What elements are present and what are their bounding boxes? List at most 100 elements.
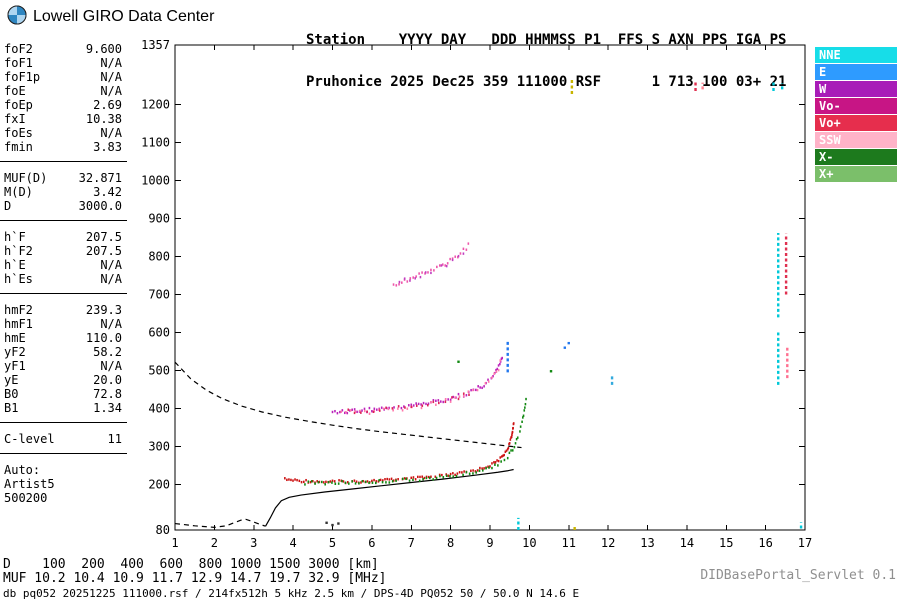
- parameter-row: MUF(D) 32.871: [0, 171, 127, 185]
- parameter-value: N/A: [100, 56, 122, 70]
- parameter-value: 58.2: [93, 345, 122, 359]
- parameter-row: h`Es N/A: [0, 272, 127, 286]
- branding: Lowell GIRO Data Center: [7, 5, 214, 29]
- status-bar: db pq052 20251225 111000.rsf / 214fx512h…: [3, 587, 580, 600]
- parameter-row: foE N/A: [0, 84, 127, 98]
- parameter-label: MUF(D): [4, 171, 48, 185]
- parameter-group: Auto: Artist5 500200: [0, 453, 127, 512]
- servlet-version-label: DIDBasePortal_Servlet 0.1: [700, 568, 896, 583]
- distance-row: D 100 200 400 600 800 1000 1500 3000 [km…: [3, 557, 379, 572]
- legend-item-X-: X-: [815, 149, 897, 165]
- model-E-profile: [174, 518, 266, 528]
- parameter-row: hmF2 239.3: [0, 303, 127, 317]
- parameter-row: h`E N/A: [0, 258, 127, 272]
- parameter-label: foF2: [4, 42, 33, 56]
- parameter-row: foEs N/A: [0, 126, 127, 140]
- x-tick-label: 6: [368, 536, 375, 550]
- parameter-row: Auto:: [0, 463, 127, 477]
- x-tick-label: 7: [408, 536, 415, 550]
- parameter-row: h`F2 207.5: [0, 244, 127, 258]
- parameter-row: M(D) 3.42: [0, 185, 127, 199]
- parameter-value: N/A: [100, 70, 122, 84]
- parameter-value: N/A: [100, 272, 122, 286]
- parameter-group: MUF(D) 32.871 M(D) 3.42 D 3000.0: [0, 161, 127, 220]
- parameter-row: fmin 3.83: [0, 140, 127, 154]
- y-tick-label: 900: [148, 212, 170, 226]
- parameter-row: fxI 10.38: [0, 112, 127, 126]
- station-header: Station YYYY DAY DDD HHMMSS P1 FFS S AXN…: [306, 5, 786, 103]
- y-tick-label: 300: [148, 439, 170, 453]
- x-tick-label: 12: [601, 536, 615, 550]
- transmission-curve-3000km: [174, 361, 522, 449]
- parameter-label: yF2: [4, 345, 26, 359]
- parameter-label: h`Es: [4, 272, 33, 286]
- y-tick-label: 500: [148, 363, 170, 377]
- parameter-label: B0: [4, 387, 19, 401]
- muf-row: MUF 10.2 10.4 10.9 11.7 12.9 14.7 19.7 3…: [3, 571, 387, 586]
- parameter-label: C-level: [4, 432, 55, 446]
- y-tick-label: 700: [148, 288, 170, 302]
- parameter-label: h`F2: [4, 244, 33, 258]
- parameter-row: foEp 2.69: [0, 98, 127, 112]
- x-tick-label: 4: [290, 536, 297, 550]
- parameter-value: 110.0: [85, 331, 122, 345]
- y-tick-label: 800: [148, 250, 170, 264]
- legend-item-X+: X+: [815, 166, 897, 182]
- third-hop-pink: [392, 242, 470, 287]
- parameter-value: 239.3: [85, 303, 122, 317]
- parameter-label: foE: [4, 84, 26, 98]
- parameter-label: B1: [4, 401, 19, 415]
- second-hop-pink: [340, 359, 502, 415]
- parameter-row: 500200: [0, 491, 127, 505]
- y-tick-label: 400: [148, 401, 170, 415]
- parameter-label: yF1: [4, 359, 26, 373]
- parameter-row: D 3000.0: [0, 199, 127, 213]
- parameter-value: N/A: [100, 126, 122, 140]
- echo-speck: [457, 360, 460, 363]
- x-tick-label: 15: [719, 536, 733, 550]
- parameter-row: foF1 N/A: [0, 56, 127, 70]
- parameter-group: C-level 11: [0, 422, 127, 453]
- true-height-profile: [265, 468, 514, 527]
- echo-speck: [331, 523, 334, 527]
- parameter-value: 72.8: [93, 387, 122, 401]
- parameter-value: 32.871: [78, 171, 122, 185]
- x-tick-label: 16: [758, 536, 772, 550]
- parameter-row: B0 72.8: [0, 387, 127, 401]
- parameter-value: 207.5: [85, 230, 122, 244]
- parameter-value: 3.83: [93, 140, 122, 154]
- legend-item-Vo-: Vo-: [815, 98, 897, 114]
- parameter-value: 11: [107, 432, 122, 446]
- parameter-row: hmF1 N/A: [0, 317, 127, 331]
- parameter-label: hmF2: [4, 303, 33, 317]
- F-trace-O-mode: [284, 422, 515, 485]
- x-tick-label: 13: [640, 536, 654, 550]
- x-tick-label: 11: [562, 536, 576, 550]
- parameter-label: hmF1: [4, 317, 33, 331]
- parameter-row: B1 1.34: [0, 401, 127, 415]
- y-tick-label: 1357: [141, 38, 170, 52]
- y-tick-label: 1000: [141, 174, 170, 188]
- echo-direction-legend: NNE E W Vo- Vo+ SSW X- X+: [815, 47, 897, 183]
- station-header-columns: Station YYYY DAY DDD HHMMSS P1 FFS S AXN…: [306, 32, 787, 48]
- y-tick-label: 1200: [141, 98, 170, 112]
- parameter-label: hmE: [4, 331, 26, 345]
- third-hop-magenta: [398, 252, 465, 284]
- x-tick-label: 8: [447, 536, 454, 550]
- parameter-label: fmin: [4, 140, 33, 154]
- parameter-row: h`F 207.5: [0, 230, 127, 244]
- parameter-label: Auto:: [4, 463, 41, 477]
- parameter-label: fxI: [4, 112, 26, 126]
- echo-speck: [325, 521, 328, 524]
- station-header-values: Pruhonice 2025 Dec25 359 111000 RSF 1 71…: [306, 74, 787, 90]
- parameter-value: 1.34: [93, 401, 122, 415]
- legend-item-SSW: SSW: [815, 132, 897, 148]
- echo-speck: [563, 346, 567, 349]
- parameter-row: yF2 58.2: [0, 345, 127, 359]
- parameter-label: foEs: [4, 126, 33, 140]
- x-tick-label: 1: [171, 536, 178, 550]
- parameter-label: 500200: [4, 491, 48, 505]
- legend-item-W: W: [815, 81, 897, 97]
